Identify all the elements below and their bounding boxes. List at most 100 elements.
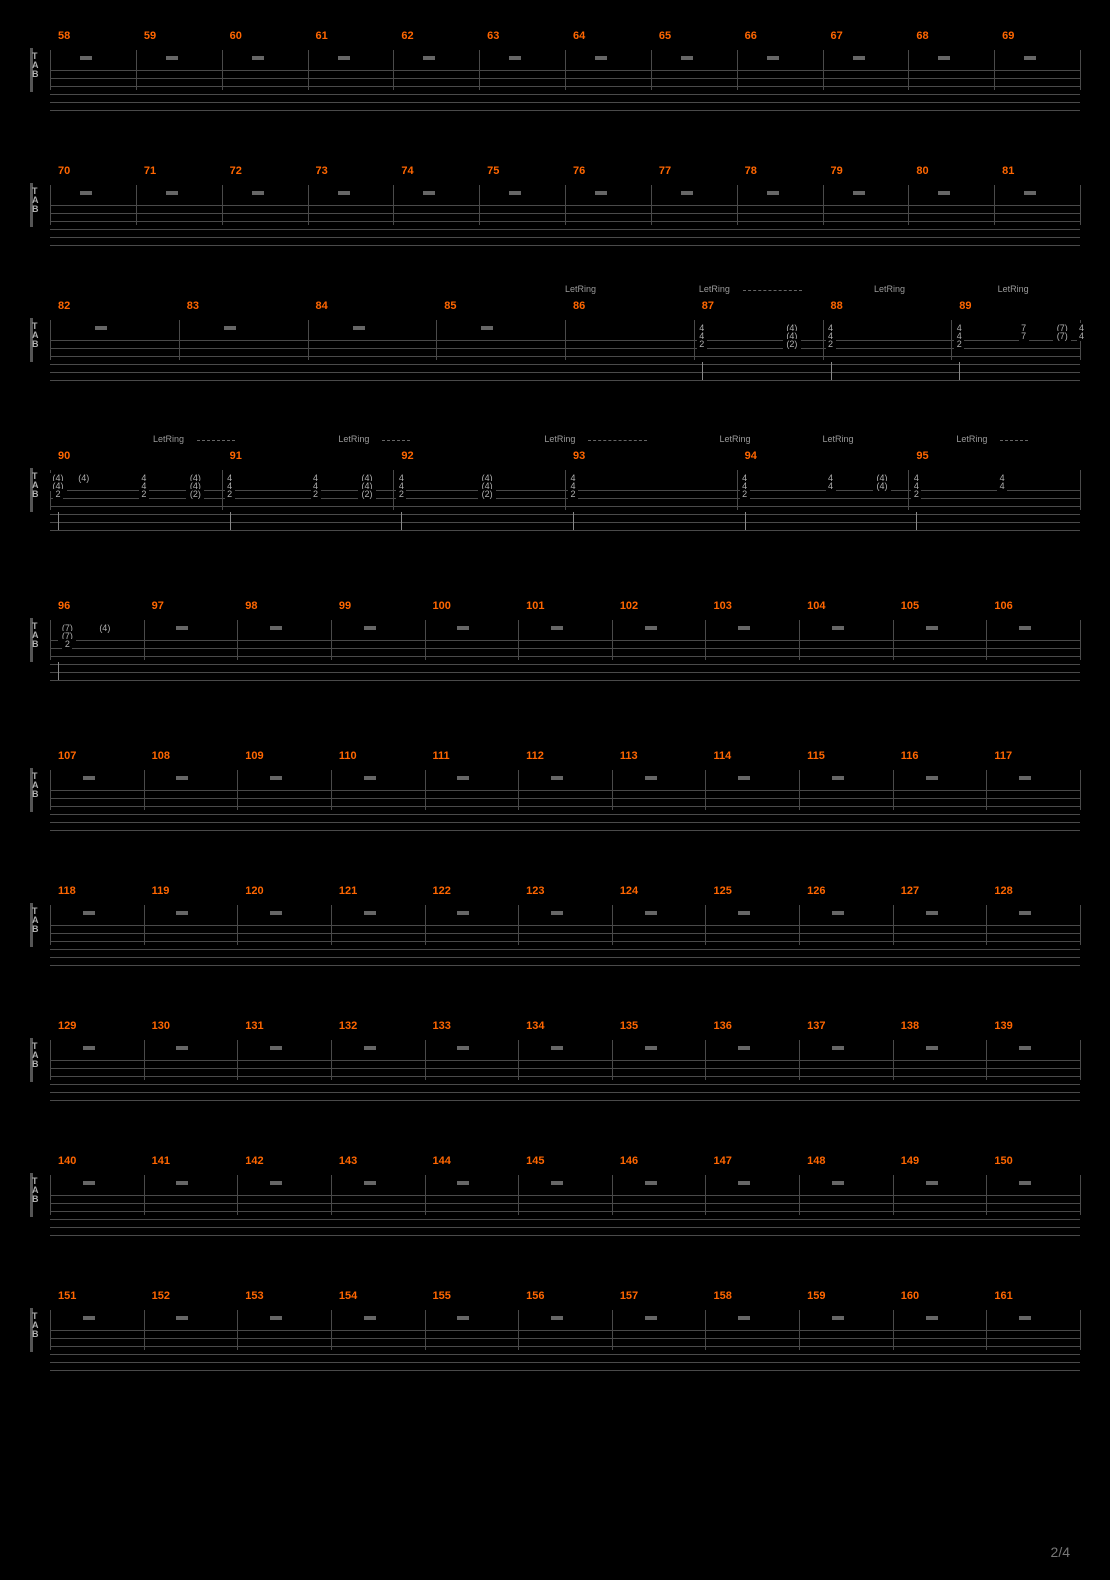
barline	[994, 50, 995, 90]
measure-number: 155	[433, 1290, 451, 1302]
measure-number: 122	[433, 885, 451, 897]
measure-number: 84	[316, 300, 328, 312]
letring-label: LetRing	[699, 284, 730, 294]
rest-symbol	[595, 191, 607, 195]
staff-line	[50, 822, 1080, 823]
fret-number: 2	[62, 639, 72, 649]
barline	[908, 470, 909, 510]
rest-symbol	[83, 1181, 95, 1185]
rest-symbol	[423, 191, 435, 195]
fret-number: 4	[997, 481, 1007, 491]
measure-number: 93	[573, 450, 585, 462]
staff-lines	[50, 640, 1080, 680]
measure-number: 120	[245, 885, 263, 897]
measure-number: 112	[526, 750, 544, 762]
barline	[144, 1310, 145, 1350]
rest-symbol	[926, 1046, 938, 1050]
barline	[705, 1040, 706, 1080]
measure-number: 151	[58, 1290, 76, 1302]
barline	[893, 1310, 894, 1350]
rest-symbol	[832, 1046, 844, 1050]
barline	[518, 620, 519, 660]
letring-label: LetRing	[823, 434, 854, 444]
staff-line	[50, 229, 1080, 230]
barline	[50, 185, 51, 225]
rest-symbol	[551, 911, 563, 915]
fret-number: (2)	[186, 489, 204, 499]
measure-number: 143	[339, 1155, 357, 1167]
barline	[908, 185, 909, 225]
measure-number: 67	[831, 30, 843, 42]
staff-line	[50, 94, 1080, 95]
rest-symbol	[551, 1181, 563, 1185]
rest-symbol	[645, 1316, 657, 1320]
letring-label: LetRing	[338, 434, 369, 444]
measure-number: 69	[1002, 30, 1014, 42]
letring-label: LetRing	[998, 284, 1029, 294]
measure-number: 113	[620, 750, 638, 762]
barline	[651, 185, 652, 225]
rest-symbol	[176, 1316, 188, 1320]
barline	[237, 1175, 238, 1215]
tab-clef-label: TAB	[32, 1042, 39, 1069]
staff-line	[50, 798, 1080, 799]
barline	[308, 185, 309, 225]
barline	[50, 620, 51, 660]
measure-number: 70	[58, 165, 70, 177]
rest-symbol	[270, 1181, 282, 1185]
rest-symbol	[926, 776, 938, 780]
measure-number: 98	[245, 600, 257, 612]
letring-label: LetRing	[565, 284, 596, 294]
barline	[705, 1175, 706, 1215]
measure-number: 110	[339, 750, 357, 762]
rest-symbol	[457, 776, 469, 780]
rest-symbol	[270, 1046, 282, 1050]
staff-line	[50, 110, 1080, 111]
barline	[893, 905, 894, 945]
letring-label: LetRing	[153, 434, 184, 444]
tab-clef-label: TAB	[32, 187, 39, 214]
letring-label: LetRing	[956, 434, 987, 444]
measure-number: 133	[433, 1020, 451, 1032]
measure-number: 148	[807, 1155, 825, 1167]
staff-line	[50, 1195, 1080, 1196]
rest-symbol	[738, 776, 750, 780]
barline	[799, 905, 800, 945]
measure-number: 97	[152, 600, 164, 612]
rest-symbol	[938, 191, 950, 195]
barline	[994, 185, 995, 225]
staff-line	[50, 514, 1080, 515]
rest-symbol	[364, 1316, 376, 1320]
barline	[237, 905, 238, 945]
measure-number: 101	[526, 600, 544, 612]
staff-line	[50, 680, 1080, 681]
rest-symbol	[832, 1316, 844, 1320]
barline	[799, 770, 800, 810]
fret-number: 2	[396, 489, 406, 499]
barline	[144, 770, 145, 810]
staff-line	[50, 1338, 1080, 1339]
rest-symbol	[551, 1316, 563, 1320]
measure-number: 106	[994, 600, 1012, 612]
measure-number: 80	[916, 165, 928, 177]
barline	[737, 470, 738, 510]
measure-number: 95	[916, 450, 928, 462]
measure-number: 76	[573, 165, 585, 177]
measure-number: 96	[58, 600, 70, 612]
barline	[331, 1175, 332, 1215]
barline	[951, 320, 952, 360]
letring-extension	[588, 440, 647, 442]
fret-number: 4	[826, 481, 836, 491]
barline	[737, 50, 738, 90]
measure-number: 157	[620, 1290, 638, 1302]
barline	[50, 1040, 51, 1080]
barline	[612, 620, 613, 660]
barline	[50, 1175, 51, 1215]
fret-number: (2)	[358, 489, 376, 499]
barline	[436, 320, 437, 360]
barline	[908, 50, 909, 90]
barline	[1080, 1310, 1081, 1350]
measure-number: 100	[433, 600, 451, 612]
note-stem	[702, 362, 703, 380]
barline	[705, 770, 706, 810]
